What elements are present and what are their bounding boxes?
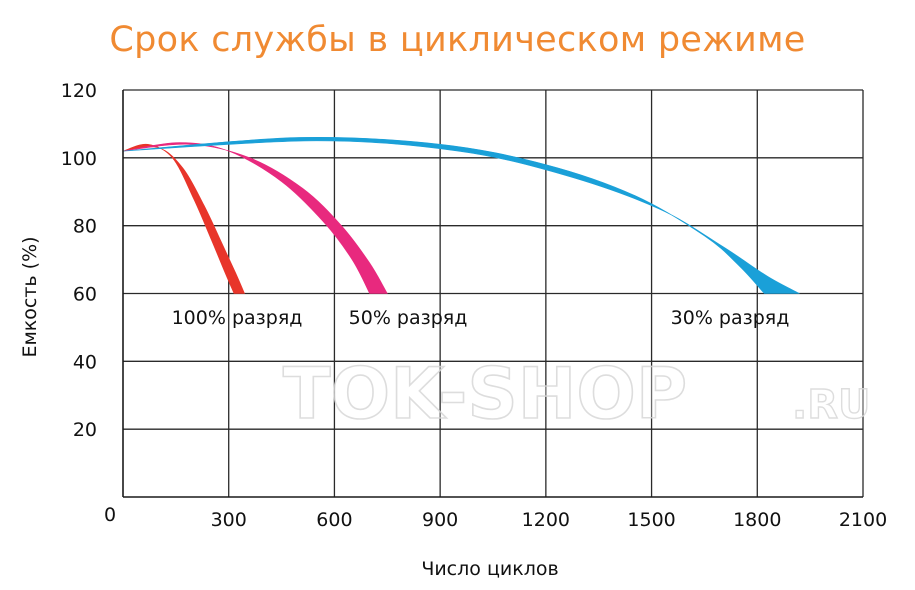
x-tick-label-1800: 1800 [733,509,781,531]
chart-title: Срок службы в циклическом режиме [109,20,806,60]
series-labels: 100% разряд 50% разряд 30% разряд [172,307,790,329]
watermark-suffix: .RU [792,382,870,428]
x-tick-label-2100: 2100 [839,509,887,531]
series-label-1: 100% разряд [172,307,303,329]
watermark: TOK-SHOP .RU [282,352,871,436]
series-label-3: 30% разряд [671,307,790,329]
grid-lines [123,89,864,497]
y-tick-label-120: 120 [61,80,97,102]
x-tick-label-600: 600 [316,509,352,531]
y-tick-label-40: 40 [73,351,97,373]
x-axis-title: Число циклов [421,558,558,580]
x-tick-label-900: 900 [422,509,458,531]
watermark-text: TOK-SHOP [283,353,687,435]
y-tick-label-20: 20 [73,419,97,441]
y-axis-title: Емкость (%) [19,236,41,357]
series-band-1 [122,143,246,294]
y-tick-label-80: 80 [73,216,97,238]
series-band-2 [122,142,388,294]
x-tick-label-300: 300 [211,509,247,531]
x-tick-label-0: 0 [104,504,116,526]
series-bands [122,136,800,294]
axes: 0 300 600 900 1200 1500 1800 2100 20 40 60 80 100 120 [61,80,887,531]
x-tick-label-1500: 1500 [627,509,675,531]
x-tick-label-1200: 1200 [522,509,570,531]
y-tick-label-100: 100 [61,148,97,170]
y-tick-label-60: 60 [73,284,97,306]
series-band-3 [122,136,800,294]
series-label-2: 50% разряд [349,307,468,329]
